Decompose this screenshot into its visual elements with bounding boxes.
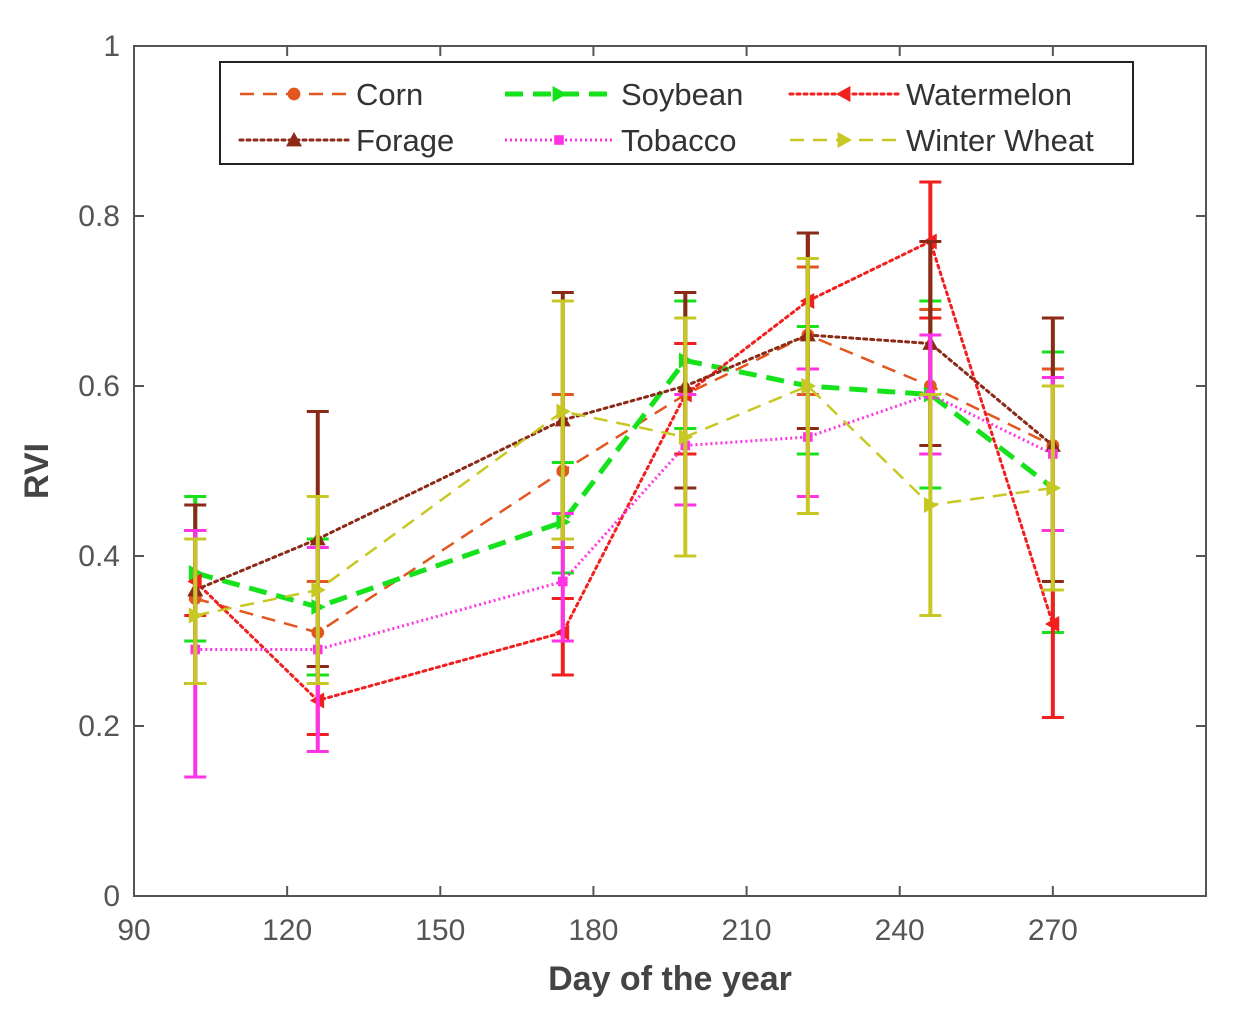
legend-label: Watermelon <box>906 77 1072 112</box>
data-point <box>556 403 571 420</box>
data-point <box>558 576 568 587</box>
x-tick-label: 150 <box>415 914 465 947</box>
data-point <box>1046 480 1061 496</box>
y-axis: 0 0.2 0.4 0.6 0.8 1 <box>78 30 1206 913</box>
x-tick-label: 120 <box>262 914 312 947</box>
legend-label: Forage <box>356 123 454 158</box>
data-point <box>311 582 326 598</box>
legend-swatch-marker <box>554 135 564 145</box>
y-tick-label: 0.4 <box>78 540 120 573</box>
series-winter-wheat <box>184 257 1064 685</box>
legend-swatch-marker <box>552 86 567 102</box>
x-axis-title: Day of the year <box>548 960 792 998</box>
data-point <box>188 607 204 624</box>
legend-item-soybean: Soybean <box>505 77 743 112</box>
legend-label: Soybean <box>621 77 743 112</box>
x-tick-label: 270 <box>1028 914 1078 947</box>
data-point <box>1044 616 1060 632</box>
data-point <box>801 378 816 394</box>
legend-item-winter-wheat: Winter Wheat <box>790 123 1094 158</box>
y-tick-label: 0.6 <box>78 370 120 403</box>
legend-item-corn: Corn <box>240 77 423 112</box>
x-tick-label: 180 <box>568 914 618 947</box>
y-tick-label: 0 <box>103 880 120 913</box>
legend-label: Corn <box>356 77 423 112</box>
legend-item-forage: Forage <box>238 123 454 158</box>
legend-label: Winter Wheat <box>906 123 1094 158</box>
legend: Corn Soybean Watermelon Forage Tobacco Winter… <box>219 61 1134 165</box>
legend-box <box>219 61 1134 165</box>
legend-label: Tobacco <box>621 123 736 158</box>
y-tick-label: 0.8 <box>78 200 120 233</box>
y-tick-label: 0.2 <box>78 710 120 743</box>
data-point <box>923 497 939 513</box>
x-tick-label: 240 <box>875 914 925 947</box>
x-tick-label: 90 <box>117 914 150 947</box>
x-tick-label: 210 <box>722 914 772 947</box>
data-point <box>678 429 694 445</box>
legend-item-watermelon: Watermelon <box>788 77 1072 112</box>
y-tick-label: 1 <box>103 30 120 63</box>
legend-item-tobacco: Tobacco <box>505 123 736 158</box>
x-axis: 90 120 150 180 210 240 270 <box>117 46 1078 947</box>
legend-swatch-marker <box>287 87 301 101</box>
legend-swatch-marker <box>837 132 852 148</box>
y-axis-title: RVI <box>18 443 56 499</box>
legend-swatch-marker <box>286 132 302 147</box>
series-layer <box>184 180 1064 779</box>
plot-area <box>133 45 1207 897</box>
legend-swatch-marker <box>836 86 851 102</box>
